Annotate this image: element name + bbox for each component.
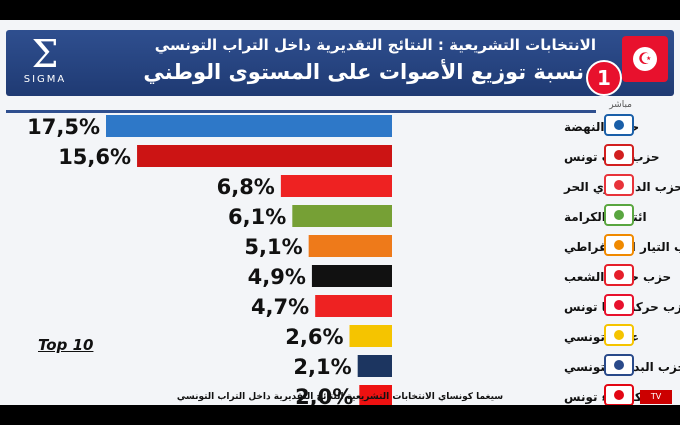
party-logo-mark [614, 210, 624, 220]
bar-4 [292, 205, 392, 227]
title-underline [6, 110, 596, 113]
bar-10 [359, 385, 392, 405]
sigma-logo-mark: Σ [31, 32, 59, 76]
party-logo-mark [614, 360, 624, 370]
bar-9 [357, 355, 392, 377]
party-logo-mark [614, 330, 624, 340]
value-label-1: 17,5% [27, 115, 100, 139]
party-logo-mark [614, 300, 624, 310]
party-logo-icon-9 [604, 354, 634, 376]
value-label-7: 4,7% [251, 295, 309, 319]
bar-3 [280, 175, 392, 197]
tunisia-flag-icon: ☪ [622, 36, 668, 82]
party-logo-mark [614, 180, 624, 190]
value-label-6: 4,9% [248, 265, 306, 289]
bar-6 [311, 265, 392, 287]
party-logo-icon-3 [604, 174, 634, 196]
sigma-logo-name: SIGMA [23, 74, 67, 85]
party-logo-icon-6 [604, 264, 634, 286]
channel-badge: 1 [586, 60, 622, 96]
value-label-2: 15,6% [58, 145, 131, 169]
value-label-4: 6,1% [228, 205, 286, 229]
value-label-10: 2,0% [295, 385, 353, 405]
top10-label: Top 10 [38, 336, 94, 354]
value-label-8: 2,6% [285, 325, 343, 349]
title-banner: Σ SIGMA الانتخابات التشريعية : النتائج ا… [6, 30, 674, 96]
party-logo-mark [614, 120, 624, 130]
party-logo-icon-7 [604, 294, 634, 316]
broadcast-frame: Σ SIGMA الانتخابات التشريعية : النتائج ا… [0, 20, 680, 405]
live-label: مباشر [609, 100, 632, 110]
party-logo-icon-5 [604, 234, 634, 256]
channel-logo: TV [640, 390, 672, 404]
header: Σ SIGMA الانتخابات التشريعية : النتائج ا… [6, 30, 674, 110]
party-logo-icon-2 [604, 144, 634, 166]
footer-caption: سيغما كونساي الانتخابات التشريعية النتائ… [176, 392, 504, 402]
bar-1 [106, 115, 392, 137]
title-line-1: الانتخابات التشريعية : النتائج التقديرية… [154, 36, 596, 54]
value-label-9: 2,1% [293, 355, 351, 379]
bar-5 [308, 235, 392, 257]
party-logo-icon-4 [604, 204, 634, 226]
party-logo-mark [614, 390, 624, 400]
party-logo-icon-10 [604, 384, 634, 405]
sigma-logo: Σ SIGMA [10, 34, 80, 92]
party-logo-icon-8 [604, 324, 634, 346]
bar-8 [349, 325, 392, 347]
party-logo-icon-1 [604, 114, 634, 136]
party-logo-mark [614, 270, 624, 280]
value-label-5: 5,1% [244, 235, 302, 259]
bar-2 [137, 145, 392, 167]
party-logo-mark [614, 150, 624, 160]
party-logo-mark [614, 240, 624, 250]
value-label-3: 6,8% [217, 175, 275, 199]
title-line-2: نسبة توزيع الأصوات على المستوى الوطني [143, 60, 584, 84]
bar-7 [315, 295, 392, 317]
